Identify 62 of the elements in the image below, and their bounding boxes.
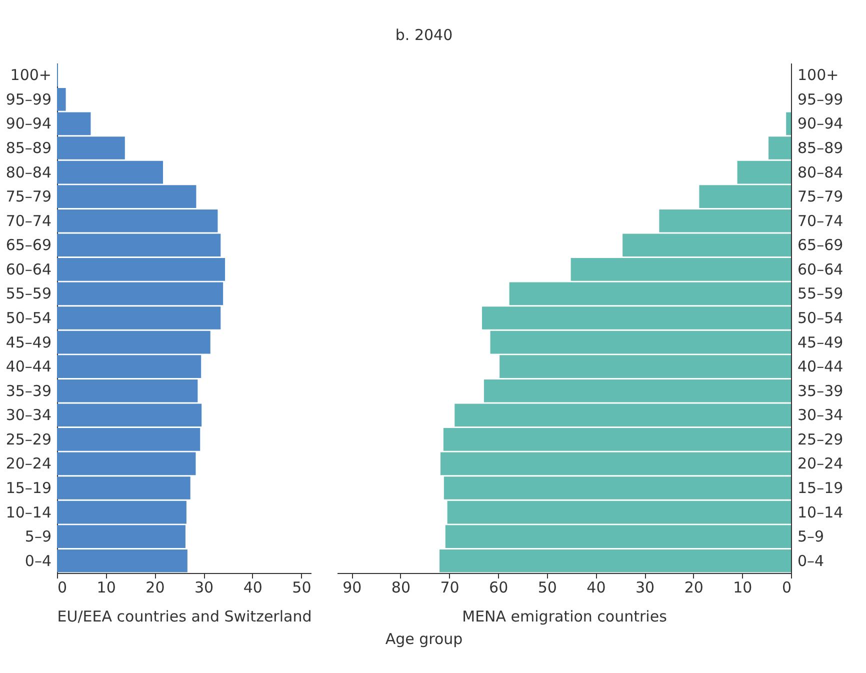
x-tick-label: 20	[146, 578, 165, 596]
x-tick-label: 30	[194, 578, 214, 596]
x-tick-label: 50	[292, 578, 312, 596]
x-tick-label: 50	[538, 578, 557, 596]
y-tick-label: 90–94	[6, 114, 52, 133]
y-tick-label: 100+	[10, 66, 52, 84]
y-tick-label: 10–14	[6, 503, 52, 522]
y-tick-label: 45–49	[6, 333, 52, 352]
x-tick-label: 70	[440, 578, 460, 596]
x-tick-label: 0	[782, 578, 792, 596]
x-tick-label: 40	[586, 578, 606, 596]
y-tick-label: 65–69	[798, 236, 844, 254]
x-tick-label: 40	[243, 578, 262, 596]
y-tick-label: 70–74	[6, 212, 52, 230]
y-tick-label: 20–24	[6, 454, 52, 473]
y-tick-label: 95–99	[6, 90, 52, 108]
y-tick-label: 95–99	[798, 90, 844, 108]
y-tick-label: 80–84	[798, 163, 844, 182]
y-tick-label: 35–39	[6, 382, 52, 400]
y-tick-label: 0–4	[798, 552, 824, 570]
x-axis-title: EU/EEA countries and Switzerland	[57, 608, 312, 626]
y-tick-label: 65–69	[6, 236, 52, 254]
x-tick-label: 0	[58, 578, 68, 596]
y-tick-label: 30–34	[798, 406, 844, 424]
x-tick-label: 30	[636, 578, 655, 596]
y-tick-label: 55–59	[6, 284, 52, 303]
y-tick-label: 60–64	[798, 260, 844, 278]
y-tick-label: 45–49	[798, 333, 844, 352]
y-tick-label: 60–64	[6, 260, 52, 278]
chart-title: b. 2040	[395, 26, 453, 44]
x-axis-title: MENA emigration countries	[462, 608, 668, 626]
x-tick-label: 10	[96, 578, 116, 596]
y-tick-label: 90–94	[798, 114, 844, 133]
y-tick-label: 15–19	[798, 479, 844, 497]
y-tick-label: 20–24	[798, 454, 844, 473]
x-tick-label: 60	[489, 578, 508, 596]
y-tick-label: 5–9	[24, 528, 52, 546]
y-tick-label: 80–84	[6, 163, 52, 182]
y-tick-label: 50–54	[6, 309, 52, 327]
x-tick-label: 90	[342, 578, 362, 596]
y-tick-label: 55–59	[798, 284, 844, 303]
y-tick-label: 40–44	[798, 358, 844, 376]
x-tick-label: 10	[733, 578, 752, 596]
y-tick-label: 5–9	[798, 528, 824, 546]
y-tick-label: 0–4	[24, 552, 52, 570]
y-axis-title: Age group	[385, 630, 463, 648]
y-tick-label: 75–79	[6, 188, 52, 206]
y-tick-label: 75–79	[798, 188, 844, 206]
y-tick-label: 10–14	[798, 503, 844, 522]
y-tick-label: 50–54	[798, 309, 844, 327]
y-tick-label: 85–89	[6, 139, 52, 157]
x-tick-label: 20	[684, 578, 704, 596]
y-tick-label: 85–89	[798, 139, 844, 157]
y-tick-label: 25–29	[798, 430, 844, 448]
y-tick-label: 15–19	[6, 479, 52, 497]
y-tick-label: 30–34	[6, 406, 52, 424]
y-tick-label: 100+	[798, 66, 839, 84]
y-tick-label: 25–29	[6, 430, 52, 448]
x-tick-label: 80	[391, 578, 411, 596]
y-tick-label: 35–39	[798, 382, 844, 400]
y-tick-label: 40–44	[6, 358, 52, 376]
y-tick-label: 70–74	[798, 212, 844, 230]
